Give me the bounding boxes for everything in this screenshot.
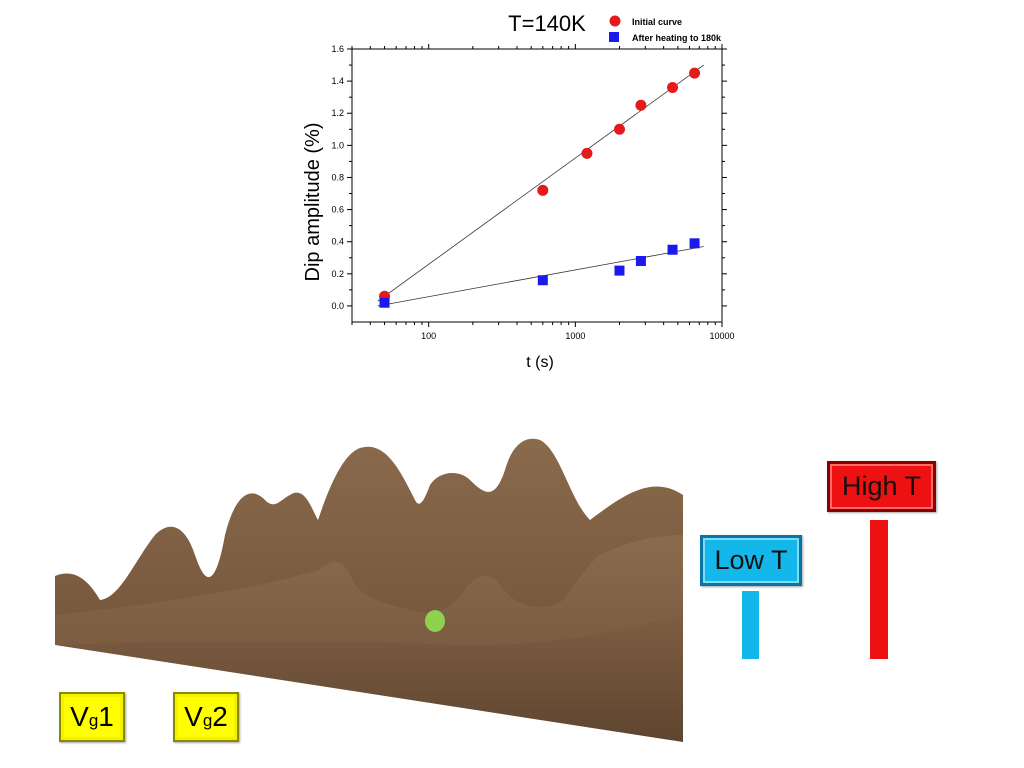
- point-series-0: [581, 147, 593, 159]
- x-tick-label: 1000: [565, 331, 585, 341]
- legend-label-heated: After heating to 180k: [632, 33, 722, 43]
- x-axis-label: t (s): [526, 354, 554, 371]
- high-t-bar: [870, 520, 888, 659]
- point-series-0: [689, 67, 701, 79]
- low-t-bar: [742, 591, 759, 659]
- vg1-sub: g: [88, 711, 99, 730]
- point-series-1: [537, 275, 548, 286]
- vg2-suffix: 2: [212, 701, 228, 732]
- y-tick-label: 0.8: [331, 172, 344, 182]
- chart-marks: [379, 67, 701, 308]
- y-tick-label: 0.4: [331, 237, 344, 247]
- y-tick-label: 0.0: [331, 301, 344, 311]
- vg1-main: V: [70, 701, 89, 732]
- point-series-1: [635, 255, 646, 266]
- point-series-0: [613, 123, 625, 135]
- y-tick-label: 1.2: [331, 108, 344, 118]
- y-tick-label: 0.2: [331, 269, 344, 279]
- point-series-1: [379, 297, 390, 308]
- low-t-label: Low T: [714, 545, 788, 575]
- y-tick-label: 0.6: [331, 205, 344, 215]
- legend-label-initial: Initial curve: [632, 17, 682, 27]
- y-tick-label: 1.6: [331, 44, 344, 54]
- fit-line-0: [377, 64, 704, 302]
- low-t-button[interactable]: Low T: [700, 535, 802, 586]
- y-tick-label: 1.0: [331, 140, 344, 150]
- y-axis-label: Dip amplitude (%): [302, 123, 324, 282]
- high-t-button[interactable]: High T: [827, 461, 936, 512]
- plot-frame: [351, 48, 723, 323]
- chart-legend: Initial curve After heating to 180k: [609, 15, 722, 43]
- point-series-1: [614, 265, 625, 276]
- vg2-main: V: [184, 701, 203, 732]
- point-series-0: [667, 82, 679, 94]
- green-ball: [425, 610, 445, 632]
- vg1-suffix: 1: [98, 701, 114, 732]
- chart-axes: 0.0 0.2 0.4 0.6 0.8 1.0 1.2 1.4 1.6 100 1000 10000: [331, 44, 735, 341]
- vg2-sub: g: [202, 711, 213, 730]
- x-tick-label: 10000: [709, 331, 734, 341]
- high-t-label: High T: [841, 471, 922, 501]
- legend-marker-heated: [609, 32, 619, 42]
- point-series-0: [537, 184, 549, 196]
- point-series-0: [635, 99, 647, 111]
- y-tick-label: 1.4: [331, 76, 344, 86]
- point-series-1: [667, 244, 678, 255]
- point-series-1: [689, 238, 700, 249]
- x-tick-label: 100: [421, 331, 436, 341]
- legend-marker-initial: [609, 15, 621, 27]
- chart-title: T=140K: [508, 11, 586, 36]
